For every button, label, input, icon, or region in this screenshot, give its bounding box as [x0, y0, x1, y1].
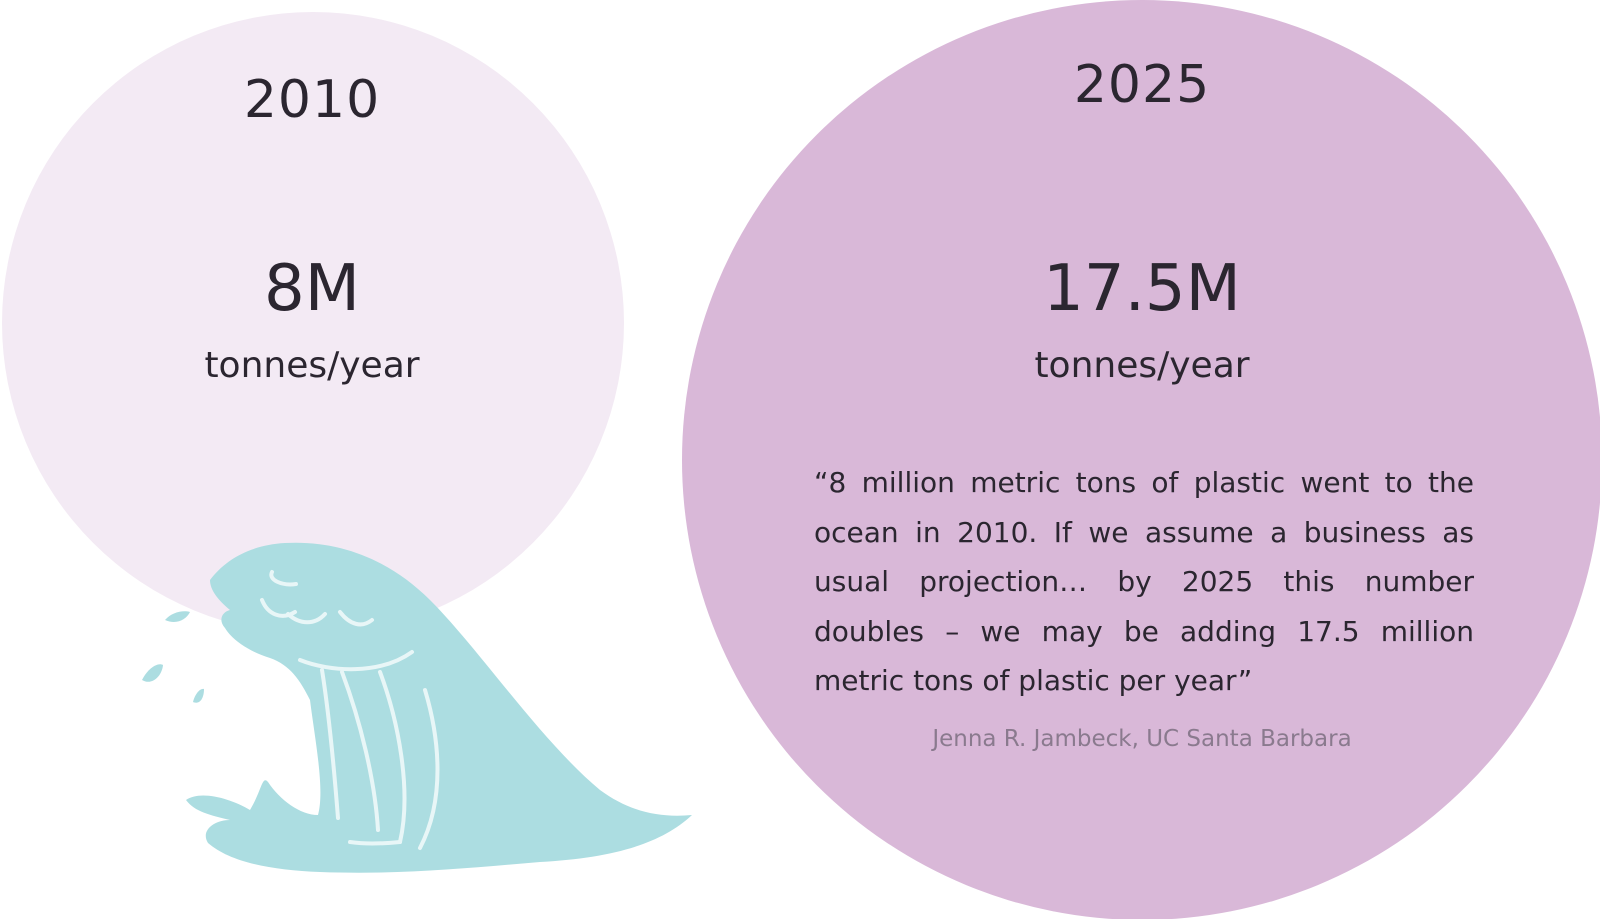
year-2010-label: 2010	[243, 70, 381, 130]
amount-2010: 8M	[264, 252, 360, 326]
amount-2025: 17.5M	[1043, 252, 1241, 326]
unit-2010: tonnes/year	[204, 345, 420, 386]
circle-2025	[682, 0, 1600, 919]
year-2025-label: 2025	[1073, 55, 1211, 115]
quote-text: “8 million metric tons of plastic went t…	[814, 466, 1474, 697]
quote-source: Jenna R. Jambeck, UC Santa Barbara	[932, 726, 1352, 752]
circle-2010	[2, 12, 624, 634]
unit-2025: tonnes/year	[1034, 345, 1250, 386]
